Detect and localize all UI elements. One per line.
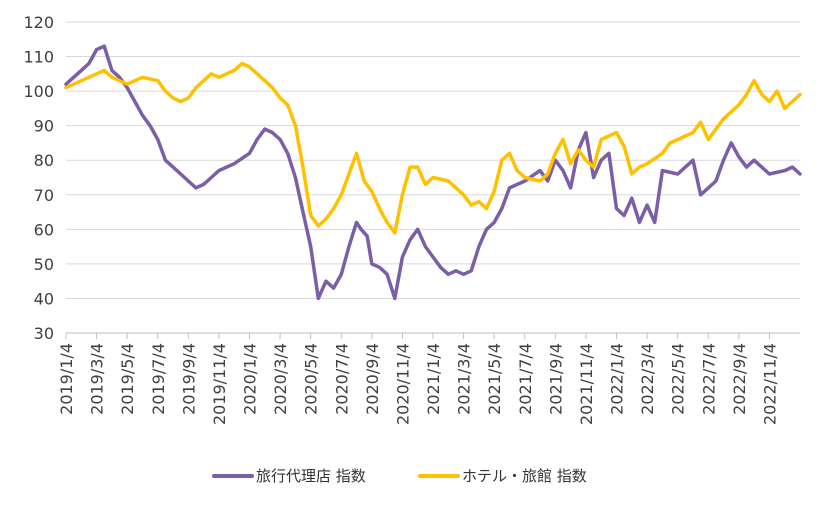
- legend-item-travel-agency: 旅行代理店 指数: [212, 467, 366, 485]
- legend-label-travel-agency: 旅行代理店 指数: [256, 467, 366, 485]
- gridlines: [66, 21, 800, 299]
- y-tick-label: 50: [34, 255, 54, 274]
- y-tick-label: 70: [34, 186, 54, 205]
- x-tick-label: 2021/1/4: [424, 343, 443, 415]
- x-tick-label: 2021/7/4: [516, 343, 535, 415]
- x-tick-label: 2019/5/4: [118, 343, 137, 415]
- x-tick-label: 2019/9/4: [179, 343, 198, 415]
- y-tick-label: 110: [23, 48, 54, 67]
- series-line-travel-agency: [64, 44, 802, 301]
- x-tick-label: 2020/7/4: [332, 343, 351, 415]
- y-tick-label: 60: [34, 220, 54, 239]
- x-tick-label: 2020/1/4: [241, 343, 260, 415]
- x-tick-label: 2019/7/4: [149, 343, 168, 415]
- legend: 旅行代理店 指数 ホテル・旅館 指数: [212, 467, 587, 485]
- y-tick-label: 100: [23, 82, 54, 101]
- x-tick-label: 2021/3/4: [455, 343, 474, 415]
- x-tick-label: 2022/7/4: [699, 343, 718, 415]
- x-tick-label: 2021/9/4: [546, 343, 565, 415]
- series-lines: [64, 44, 802, 301]
- legend-label-hotel: ホテル・旅館 指数: [462, 467, 587, 485]
- y-tick-label: 80: [34, 151, 54, 170]
- x-tick-label: 2020/9/4: [363, 343, 382, 415]
- x-tick-label: 2019/11/4: [210, 343, 229, 425]
- x-tick-label: 2022/3/4: [638, 343, 657, 415]
- y-tick-label: 40: [34, 289, 54, 308]
- x-tick-label: 2022/1/4: [608, 343, 627, 415]
- x-tick-label: 2021/11/4: [577, 343, 596, 425]
- x-axis-ticks: 2019/1/4 2019/3/4 2019/5/4 2019/7/4 2019/9/4…: [57, 333, 779, 425]
- series-line-hotel: [64, 61, 802, 235]
- x-tick-label: 2022/5/4: [669, 343, 688, 415]
- x-tick-label: 2022/11/4: [760, 343, 779, 425]
- y-tick-label: 30: [34, 324, 54, 343]
- y-tick-label: 120: [23, 13, 54, 32]
- x-tick-label: 2020/5/4: [302, 343, 321, 415]
- y-tick-label: 90: [34, 117, 54, 136]
- y-axis-ticks: 30 40 50 60 70 80 90 100 110 120: [23, 13, 54, 343]
- x-tick-label: 2022/9/4: [730, 343, 749, 415]
- x-tick-label: 2020/3/4: [271, 343, 290, 415]
- x-tick-label: 2021/5/4: [485, 343, 504, 415]
- legend-item-hotel: ホテル・旅館 指数: [418, 467, 587, 485]
- x-tick-label: 2019/1/4: [57, 343, 76, 415]
- x-tick-label: 2020/11/4: [393, 343, 412, 425]
- x-tick-label: 2019/3/4: [88, 343, 107, 415]
